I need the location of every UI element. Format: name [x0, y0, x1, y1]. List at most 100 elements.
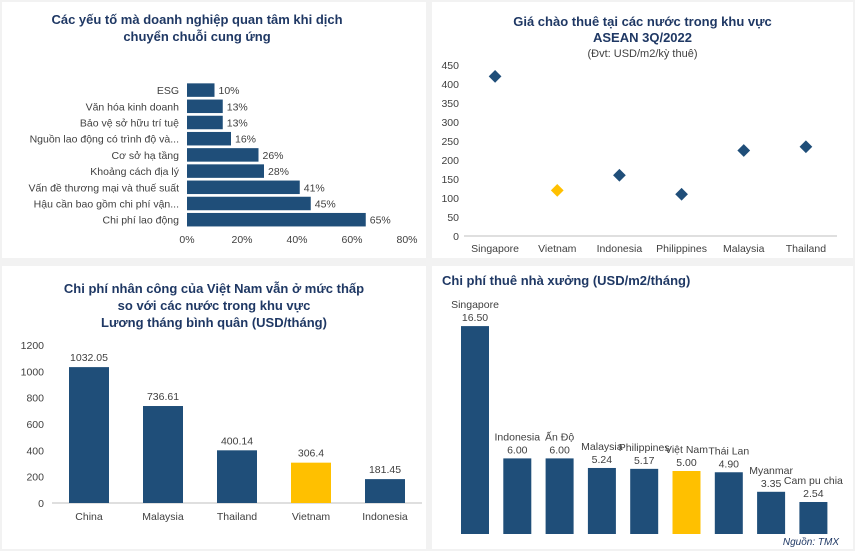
chart1-data-label: 16%: [235, 134, 256, 146]
chart1-data-label: 65%: [370, 215, 391, 227]
panel-wages: Chi phí nhân công của Việt Nam vẫn ở mức…: [2, 266, 426, 549]
chart3-bar: [365, 479, 405, 503]
chart3-bar: [69, 367, 109, 503]
chart1-category-label: ESG: [157, 85, 179, 97]
chart3-y-tick: 0: [38, 498, 44, 510]
chart2-point: [737, 144, 751, 157]
chart1-category-label: Chi phí lao động: [103, 215, 180, 227]
chart3-title: Chi phí nhân công của Việt Nam vẫn ở mức…: [2, 280, 426, 331]
chart1-svg: ESG 10% Văn hóa kinh doanh 13% Bảo vệ sở hữu…: [28, 83, 418, 246]
chart2-y-tick: 350: [441, 98, 459, 110]
chart4-data-label: 5.24: [592, 454, 613, 466]
chart1-data-label: 26%: [263, 150, 284, 162]
chart4-bar: [630, 468, 659, 534]
chart4-category-label: Thái Lan: [708, 445, 749, 457]
chart1-data-label: 28%: [268, 166, 289, 178]
chart2-svg: 0 50 100 150 200 250 300 350 400 450 Singapore Viet…: [441, 60, 837, 255]
chart1-title: Các yếu tố mà doanh nghiệp quan tâm khi …: [2, 11, 392, 45]
chart2-y-tick: 0: [453, 231, 459, 243]
chart1-data-label: 13%: [227, 101, 248, 113]
chart4-category-label: Việt Nam: [665, 444, 708, 456]
chart3-bar: [291, 462, 331, 503]
chart2-x-label: Philippines: [656, 243, 707, 255]
chart1-bar: [187, 180, 300, 195]
source-note: Nguồn: TMX: [782, 537, 839, 548]
chart3-x-label: Malaysia: [142, 511, 184, 523]
chart4-bar: [545, 458, 574, 534]
chart4-bar: [799, 501, 828, 534]
panel-factory-rent: Chi phí thuê nhà xưởng (USD/m2/tháng) Si…: [432, 266, 853, 549]
chart4-category-label: Ấn Độ: [545, 430, 574, 443]
chart3-y-tick: 400: [26, 445, 44, 457]
chart4-data-label: 6.00: [549, 444, 570, 456]
chart3-data-label: 1032.05: [70, 352, 108, 364]
chart4-data-label: 4.90: [719, 458, 740, 470]
chart1-category-label: Nguồn lao động có trình độ và...: [30, 134, 179, 146]
chart1-category-label: Cơ sở hạ tầng: [112, 150, 180, 162]
chart3-svg: 0 200 400 600 800 1000 1200 1032.05 China 736.61 M…: [21, 340, 422, 523]
chart4-bar: [461, 326, 489, 534]
chart1-category-label: Văn hóa kinh doanh: [86, 101, 180, 113]
chart2-y-tick: 200: [441, 155, 459, 167]
chart2-y-tick: 250: [441, 136, 459, 148]
chart4-data-label: 2.54: [803, 488, 824, 500]
chart4-title: Chi phí thuê nhà xưởng (USD/m2/tháng): [442, 273, 691, 288]
chart2-point: [488, 70, 502, 83]
panel-asean-rent: Giá chào thuê tại các nước trong khu vực…: [432, 2, 853, 258]
chart4-data-label: 16.50: [462, 312, 488, 324]
chart1-category-label: Vấn đề thương mại và thuế suất: [28, 182, 179, 194]
chart1-bar: [187, 148, 259, 162]
chart2-y-tick: 100: [441, 193, 459, 205]
chart1-category-label: Khoảng cách địa lý: [90, 166, 179, 178]
chart4-category-label: Indonesia: [495, 431, 541, 443]
chart2-x-label: Singapore: [471, 243, 519, 255]
chart1-data-label: 13%: [227, 118, 248, 130]
chart2-point: [613, 168, 626, 182]
chart3-title-line2: so với các nước trong khu vực: [117, 298, 311, 313]
chart4-category-label: Cam pu chia: [784, 475, 843, 487]
chart4-bar: [587, 467, 616, 534]
chart3-y-tick: 1000: [21, 366, 45, 378]
chart1-x-tick: 40%: [286, 234, 307, 246]
chart1-data-label: 41%: [304, 182, 325, 194]
chart3-y-tick: 600: [26, 419, 44, 431]
chart1-data-label: 10%: [219, 85, 240, 97]
chart4-category-label: Philippines: [619, 442, 670, 454]
chart3-x-label: Vietnam: [292, 511, 331, 523]
chart2-title-line1: Giá chào thuê tại các nước trong khu vực: [513, 14, 772, 29]
chart4-bar: [757, 491, 786, 534]
chart4-category-label: Malaysia: [581, 441, 623, 453]
chart3-title-line1: Chi phí nhân công của Việt Nam vẫn ở mức…: [63, 281, 365, 296]
chart3-data-label: 181.45: [369, 464, 401, 476]
chart4-bar: [503, 458, 532, 534]
chart3-bar: [217, 450, 257, 503]
chart3-x-label: Thailand: [217, 511, 257, 523]
chart3-y-tick: 800: [26, 393, 44, 405]
chart2-y-tick: 150: [441, 174, 459, 186]
chart3-title-line3: Lương tháng bình quân (USD/tháng): [101, 315, 327, 330]
chart4-bar: [672, 471, 701, 534]
chart2-x-label: Thailand: [786, 243, 826, 255]
chart1-bar: [187, 164, 264, 178]
chart2-point: [550, 184, 564, 197]
chart4-category-label: Singapore: [451, 299, 499, 311]
chart1-x-tick: 60%: [341, 234, 362, 246]
chart1-bar: [187, 99, 223, 114]
chart1-x-tick: 80%: [396, 234, 417, 246]
chart1-data-label: 45%: [315, 199, 336, 211]
chart3-x-label: China: [75, 511, 103, 523]
chart4-category-label: Myanmar: [749, 465, 793, 477]
chart3-data-label: 400.14: [221, 435, 253, 447]
chart2-subtitle: (Đvt: USD/m2/kỳ thuê): [587, 48, 698, 60]
chart1-x-tick: 20%: [231, 234, 252, 246]
chart3-data-label: 736.61: [147, 391, 179, 403]
chart3-y-tick: 200: [26, 472, 44, 484]
chart4-data-label: 5.00: [676, 457, 697, 469]
chart2-x-label: Vietnam: [538, 243, 577, 255]
chart3-x-label: Indonesia: [362, 511, 408, 523]
chart1-bar: [187, 196, 311, 211]
chart1-title-line1: Các yếu tố mà doanh nghiệp quan tâm khi …: [51, 12, 343, 27]
chart4-bar: [714, 472, 743, 534]
chart1-category-label: Bảo vệ sở hữu trí tuệ: [80, 118, 179, 130]
